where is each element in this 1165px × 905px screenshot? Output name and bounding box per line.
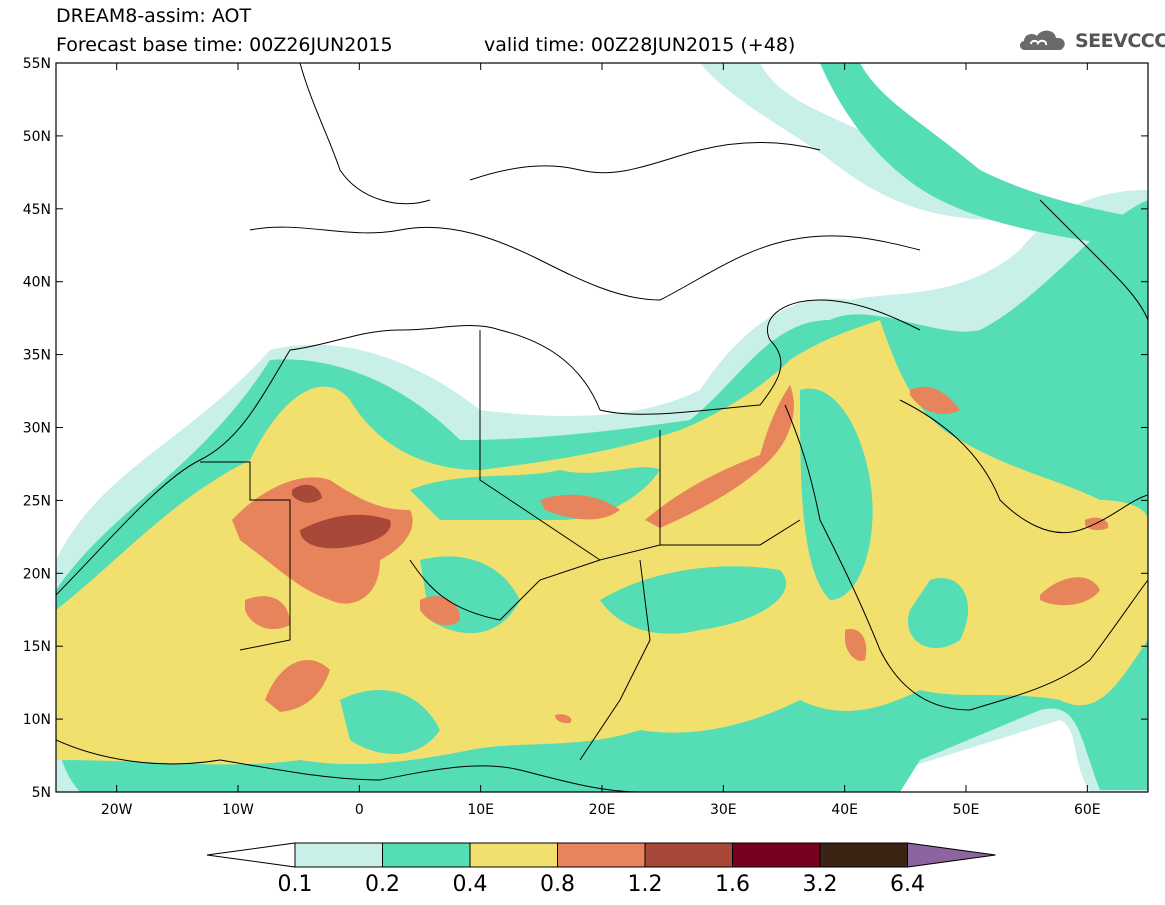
valid-time: valid time: 00Z28JUN2015 (+48) <box>484 34 796 56</box>
colorbar-box <box>469 842 558 868</box>
lon-label: 10W <box>222 802 254 818</box>
colorbar-label: 0.1 <box>278 872 313 897</box>
lat-label: 50N <box>23 129 51 145</box>
colorbar: 0.1 0.2 0.4 0.8 1.2 1.6 3.2 6.4 <box>206 842 996 897</box>
colorbar-label: 6.4 <box>890 872 925 897</box>
lon-label: 10E <box>467 802 494 818</box>
colorbar-box <box>819 842 908 868</box>
cloud-icon <box>1019 30 1065 50</box>
colorbar-box <box>557 842 646 868</box>
lat-label: 40N <box>23 275 51 291</box>
forecast-times: Forecast base time: 00Z26JUN2015 valid ti… <box>56 34 795 56</box>
lon-label: 60E <box>1074 802 1101 818</box>
aot-shading <box>56 63 1148 792</box>
colorbar-box <box>644 842 733 868</box>
lon-label: 50E <box>953 802 980 818</box>
lat-label: 20N <box>23 566 51 582</box>
lat-label: 10N <box>23 712 51 728</box>
colorbar-label: 0.8 <box>540 872 575 897</box>
colorbar-label: 3.2 <box>803 872 838 897</box>
aot-level-0.4 <box>56 320 1148 765</box>
lat-label: 45N <box>23 202 51 218</box>
latitude-axis: 55N 50N 45N 40N 35N 30N 25N 20N 15N 10N 5N <box>23 56 1148 801</box>
colorbar-over-arrow <box>907 842 996 868</box>
colorbar-label: 0.2 <box>365 872 400 897</box>
colorbar-box <box>382 842 471 868</box>
colorbar-label: 1.6 <box>715 872 750 897</box>
lat-label: 55N <box>23 56 51 72</box>
base-time: Forecast base time: 00Z26JUN2015 <box>56 34 393 56</box>
lon-label: 0 <box>355 802 364 818</box>
seevccc-logo: SEEVCCC <box>1017 24 1165 56</box>
aot-level-1.2 <box>292 484 391 549</box>
chart-title: DREAM8-assim: AOT <box>56 5 252 27</box>
colorbar-label: 1.2 <box>628 872 663 897</box>
lon-label: 20W <box>101 802 133 818</box>
colorbar-label: 0.4 <box>453 872 488 897</box>
lon-label: 40E <box>831 802 858 818</box>
lat-label: 35N <box>23 348 51 364</box>
coastlines <box>56 63 1148 792</box>
lon-label: 20E <box>589 802 616 818</box>
aot-level-0.2-inner <box>340 388 969 754</box>
lat-label: 15N <box>23 639 51 655</box>
lat-label: 30N <box>23 421 51 437</box>
longitude-axis: 20W 10W 0 10E 20E 30E 40E 50E 60E <box>101 63 1101 818</box>
lat-label: 5N <box>32 785 51 801</box>
lat-label: 25N <box>23 493 51 509</box>
colorbar-box <box>294 842 383 868</box>
colorbar-box <box>732 842 821 868</box>
logo-text: SEEVCCC <box>1075 30 1165 52</box>
lon-label: 30E <box>710 802 737 818</box>
colorbar-under-arrow <box>206 842 296 868</box>
